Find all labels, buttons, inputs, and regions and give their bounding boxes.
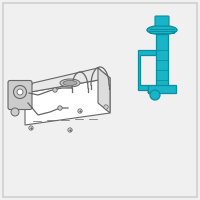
Circle shape bbox=[29, 126, 33, 130]
Polygon shape bbox=[25, 78, 110, 125]
Polygon shape bbox=[156, 34, 168, 90]
Polygon shape bbox=[138, 50, 156, 90]
FancyBboxPatch shape bbox=[148, 85, 176, 93]
Ellipse shape bbox=[63, 80, 77, 86]
Circle shape bbox=[58, 106, 62, 110]
Ellipse shape bbox=[147, 25, 177, 34]
Circle shape bbox=[78, 109, 82, 113]
Circle shape bbox=[53, 88, 57, 92]
Circle shape bbox=[150, 90, 160, 100]
Polygon shape bbox=[98, 68, 110, 113]
Circle shape bbox=[14, 86, 26, 98]
FancyBboxPatch shape bbox=[155, 16, 169, 26]
Circle shape bbox=[11, 108, 19, 116]
Circle shape bbox=[17, 89, 23, 95]
Circle shape bbox=[104, 105, 108, 109]
Ellipse shape bbox=[60, 79, 80, 87]
FancyBboxPatch shape bbox=[8, 80, 32, 110]
Circle shape bbox=[68, 128, 72, 132]
Polygon shape bbox=[25, 68, 110, 93]
